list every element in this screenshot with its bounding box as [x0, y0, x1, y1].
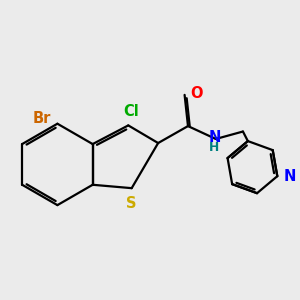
Text: S: S — [126, 196, 137, 211]
Text: N: N — [284, 169, 296, 184]
Text: O: O — [190, 86, 203, 101]
Text: H: H — [209, 141, 219, 154]
Text: Br: Br — [32, 111, 51, 126]
Text: Cl: Cl — [123, 104, 139, 119]
Text: N: N — [208, 130, 220, 145]
